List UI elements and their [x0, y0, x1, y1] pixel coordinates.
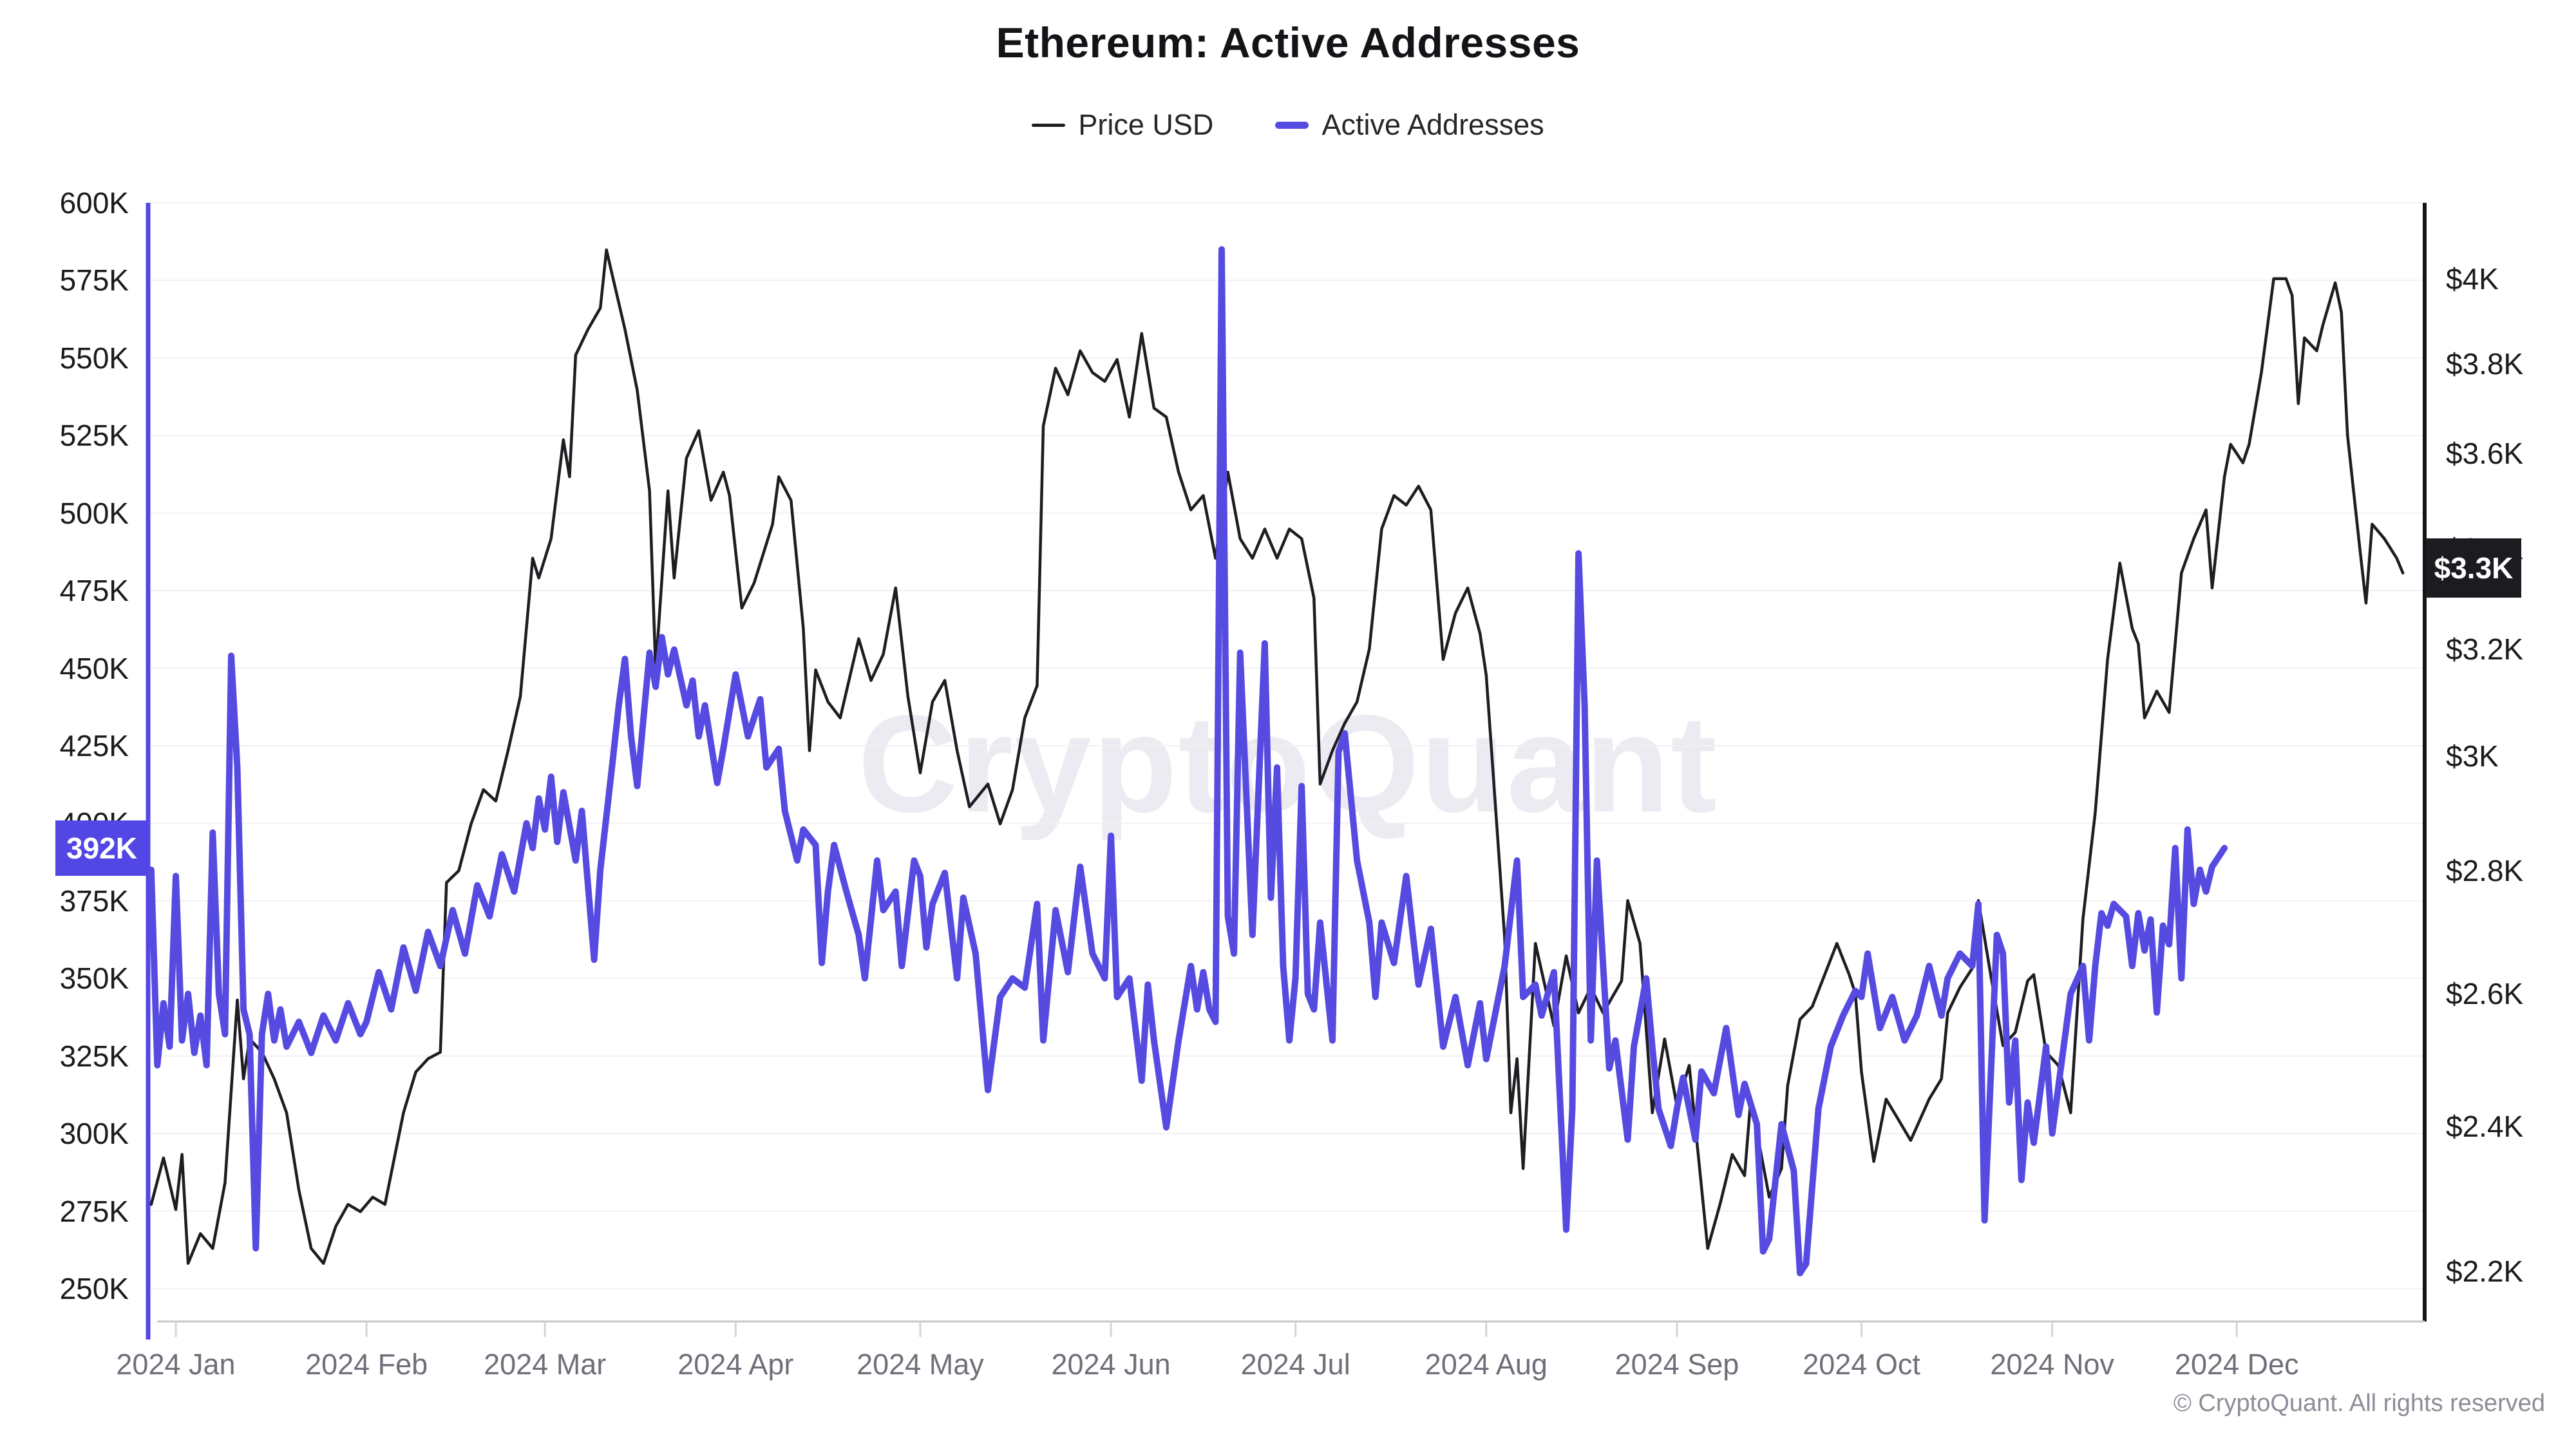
left-axis-tick-label: 275K	[59, 1194, 129, 1228]
x-tick-label: 2024 Mar	[484, 1348, 607, 1381]
right-axis-tick-label: $3K	[2446, 739, 2499, 773]
right-axis-tick-label: $4K	[2446, 261, 2499, 296]
left-axis-tick-label: 375K	[59, 884, 129, 918]
left-axis-tick-label: 550K	[59, 341, 129, 375]
right-axis-tick-label: $3.8K	[2446, 346, 2524, 381]
gridlines	[148, 202, 2425, 1289]
left-axis-tick-label: 300K	[59, 1117, 129, 1151]
x-tick-label: 2024 Jun	[1051, 1348, 1171, 1381]
right-axis-tick-label: $2.6K	[2446, 976, 2524, 1010]
price-value-badge: $3.3K	[2426, 538, 2521, 598]
right-axis-tick-label: $3.2K	[2446, 632, 2524, 666]
copyright-text: © CryptoQuant. All rights reserved	[2173, 1390, 2545, 1417]
x-tick-label: 2024 Jan	[116, 1348, 236, 1381]
right-axis-tick-label: $2.8K	[2446, 853, 2524, 887]
price-line	[149, 248, 2405, 1265]
chart-title: Ethereum: Active Addresses	[996, 19, 1580, 66]
x-tick-label: 2024 Nov	[1990, 1348, 2114, 1381]
price-line-swatch-icon	[1032, 123, 1066, 127]
x-tick-label: 2024 May	[857, 1348, 984, 1381]
active-addresses-line-swatch-icon	[1275, 121, 1309, 129]
left-axis-tick-label: 350K	[59, 961, 129, 996]
x-tick-label: 2024 Jul	[1240, 1348, 1350, 1381]
x-tick-label: 2024 Dec	[2174, 1348, 2299, 1381]
left-axis-tick-label: 575K	[59, 263, 129, 298]
x-tick-label: 2024 Feb	[305, 1348, 428, 1381]
left-axis-tick-label: 525K	[59, 419, 129, 453]
right-axis-tick-label: $2.2K	[2446, 1254, 2524, 1288]
legend-item-active-addresses[interactable]: Active Addresses	[1275, 108, 1544, 142]
legend-item-price[interactable]: Price USD	[1032, 108, 1213, 142]
x-tick-label: 2024 Aug	[1425, 1348, 1548, 1381]
left-axis-tick-label: 250K	[59, 1271, 129, 1305]
x-tick-label: 2024 Apr	[677, 1348, 794, 1381]
active-addresses-line	[147, 246, 2228, 1276]
x-tick-label: 2024 Sep	[1615, 1348, 1739, 1381]
month-ticks	[175, 1321, 2238, 1337]
right-axis-tick-label: $2.4K	[2446, 1110, 2524, 1144]
legend-label-active-addresses: Active Addresses	[1321, 108, 1544, 141]
left-axis-tick-label: 600K	[59, 186, 129, 220]
legend-label-price: Price USD	[1078, 108, 1214, 141]
left-axis-tick-label: 425K	[59, 728, 129, 762]
right-axis-tick-label: $3.6K	[2446, 437, 2524, 471]
left-axis-tick-label: 500K	[59, 496, 129, 530]
left-axis-tick-label: 450K	[59, 651, 129, 685]
legend: Price USD Active Addresses	[0, 108, 2576, 142]
active-addresses-value-badge: 392K	[55, 820, 148, 876]
x-tick-label: 2024 Oct	[1803, 1348, 1920, 1381]
axes	[146, 203, 2427, 1340]
left-axis-tick-label: 325K	[59, 1039, 129, 1073]
left-axis-tick-label: 475K	[59, 574, 129, 608]
